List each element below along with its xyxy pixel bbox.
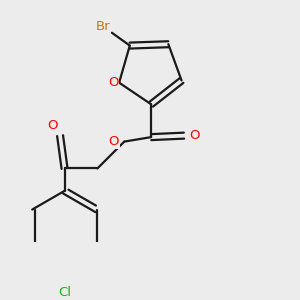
Text: O: O	[108, 76, 119, 89]
Text: Br: Br	[96, 20, 110, 33]
Text: Cl: Cl	[58, 286, 71, 299]
Text: O: O	[47, 119, 58, 132]
Text: O: O	[189, 129, 200, 142]
Text: O: O	[109, 135, 119, 148]
